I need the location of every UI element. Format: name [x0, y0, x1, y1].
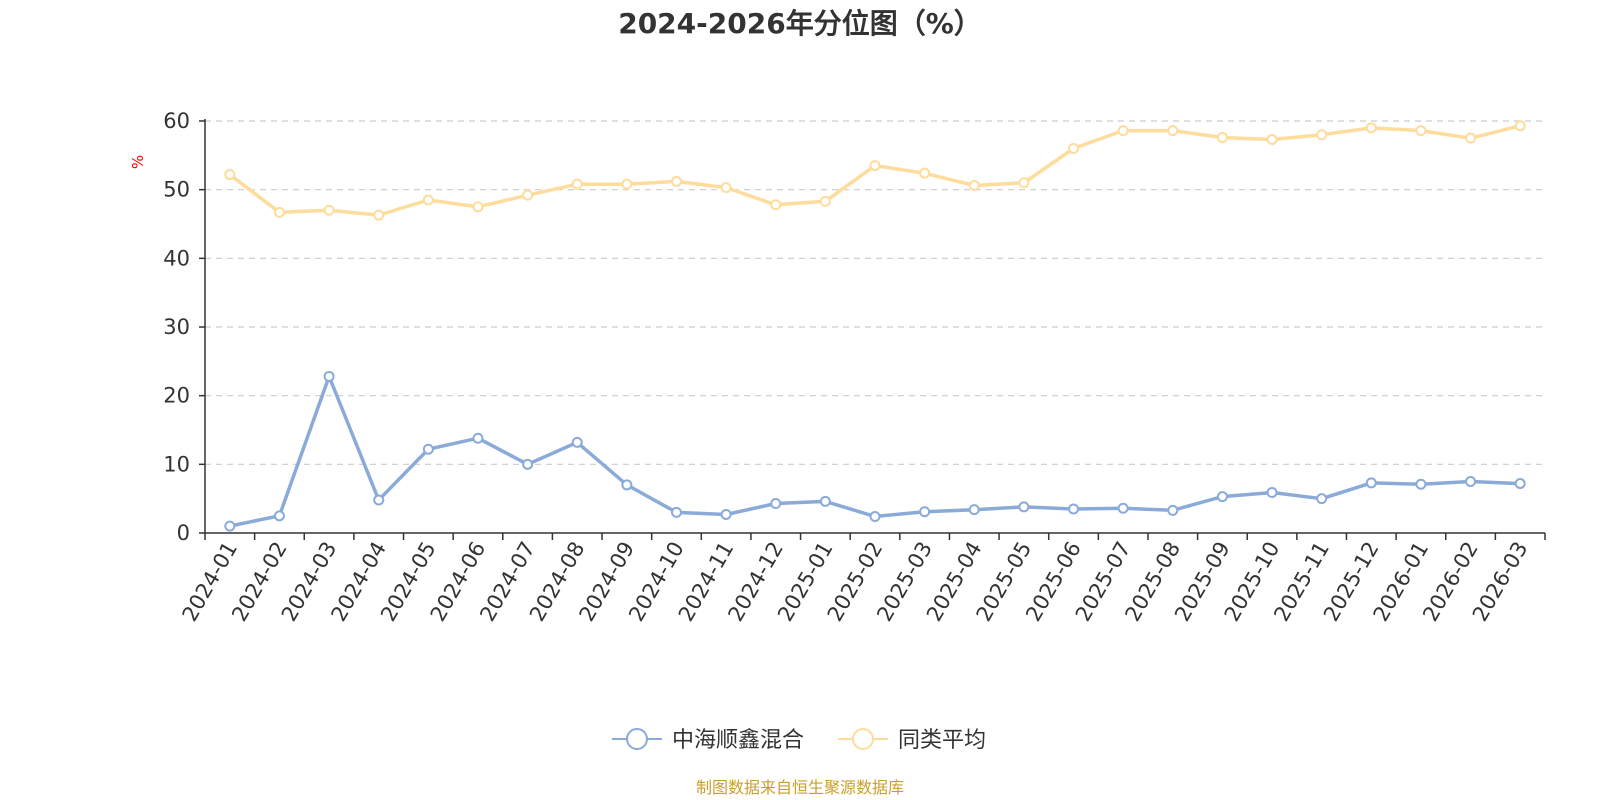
data-point	[1365, 122, 1377, 134]
data-point	[1068, 142, 1080, 154]
data-point	[373, 209, 385, 221]
data-point	[1117, 125, 1129, 137]
data-point	[720, 182, 732, 194]
data-point	[1068, 503, 1080, 515]
data-point	[472, 432, 484, 444]
data-point	[373, 494, 385, 506]
legend-item[interactable]: 同类平均	[838, 728, 986, 753]
data-point	[621, 178, 633, 190]
axes: 01020304050602024-012024-022024-032024-0…	[163, 109, 1546, 625]
legend[interactable]: 中海顺鑫混合 同类平均	[612, 728, 986, 753]
data-point	[522, 189, 534, 201]
data-point	[1316, 129, 1328, 141]
y-tick-label: 30	[163, 315, 190, 339]
series-1	[224, 120, 1526, 221]
data-point	[273, 206, 285, 218]
y-tick-label: 50	[163, 178, 190, 202]
data-point	[670, 506, 682, 518]
data-point	[224, 520, 236, 532]
series-lines	[224, 120, 1526, 532]
data-point	[919, 506, 931, 518]
data-point	[1216, 131, 1228, 143]
data-point	[869, 160, 881, 172]
data-point	[522, 458, 534, 470]
data-point	[621, 479, 633, 491]
data-point	[819, 495, 831, 507]
legend-marker-icon	[626, 728, 648, 750]
data-point	[968, 504, 980, 516]
data-point	[273, 510, 285, 522]
data-point	[1514, 120, 1526, 132]
data-point	[770, 497, 782, 509]
data-point	[1365, 477, 1377, 489]
data-point	[571, 436, 583, 448]
data-point	[323, 204, 335, 216]
legend-item[interactable]: 中海顺鑫混合	[612, 728, 804, 753]
data-point	[224, 169, 236, 181]
y-tick-label: 0	[177, 521, 190, 545]
data-point	[1465, 132, 1477, 144]
chart-title: 2024-2026年分位图（%）	[618, 7, 982, 40]
data-point	[1018, 501, 1030, 513]
data-point	[1266, 134, 1278, 146]
data-point	[720, 508, 732, 520]
data-point	[1117, 502, 1129, 514]
data-point	[670, 175, 682, 187]
data-point	[1266, 486, 1278, 498]
y-tick-label: 60	[163, 109, 190, 133]
data-point	[819, 195, 831, 207]
y-tick-label: 10	[163, 452, 190, 476]
legend-label: 同类平均	[898, 728, 986, 753]
data-point	[770, 199, 782, 211]
data-point	[1415, 478, 1427, 490]
data-point	[919, 167, 931, 179]
data-point	[571, 178, 583, 190]
grid-lines	[205, 120, 1545, 465]
data-point	[1316, 493, 1328, 505]
data-point	[1167, 504, 1179, 516]
series-0	[224, 370, 1526, 532]
data-point	[1415, 125, 1427, 137]
data-point	[968, 180, 980, 192]
data-point	[422, 194, 434, 206]
data-point	[323, 370, 335, 382]
data-point	[869, 511, 881, 523]
y-tick-label: 40	[163, 246, 190, 270]
data-point	[422, 443, 434, 455]
legend-label: 中海顺鑫混合	[672, 728, 804, 753]
data-source-note: 制图数据来自恒生聚源数据库	[696, 778, 904, 797]
y-tick-label: 20	[163, 384, 190, 408]
data-point	[1514, 478, 1526, 490]
data-point	[1465, 476, 1477, 487]
data-point	[1018, 177, 1030, 189]
data-point	[1167, 125, 1179, 137]
y-axis-unit-label: %	[129, 155, 147, 169]
data-point	[472, 201, 484, 213]
legend-marker-icon	[852, 728, 874, 750]
data-point	[1216, 491, 1228, 503]
